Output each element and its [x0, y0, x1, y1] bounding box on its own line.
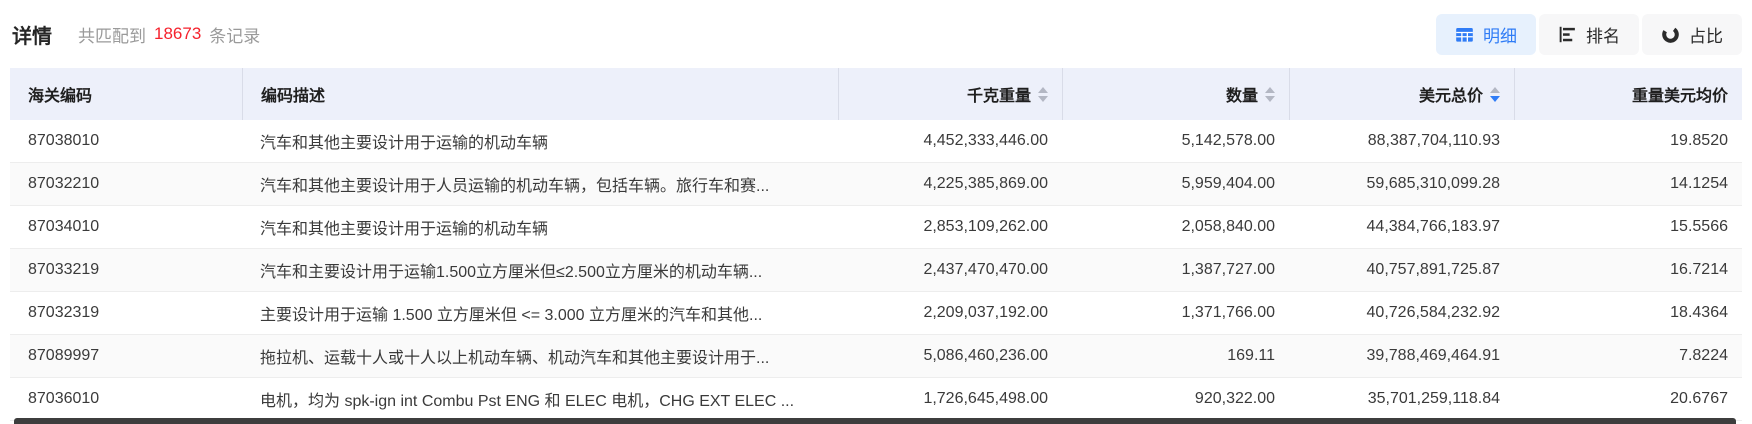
column-header-label: 编码描述 [261, 88, 326, 105]
tab-detail-button[interactable]: 明细 [1436, 13, 1536, 55]
cell-usd-total: 44,384,766,183.97 [1289, 206, 1514, 249]
column-header-label: 千克重量 [966, 88, 1031, 105]
cell-quantity: 5,142,578.00 [1062, 120, 1289, 163]
cell-hs-code: 87034010 [10, 206, 242, 249]
table-row[interactable]: 87032210 汽车和其他主要设计用于人员运输的机动车辆，包括车辆。旅行车和赛.… [10, 163, 1742, 206]
cell-quantity: 1,371,766.00 [1062, 292, 1289, 335]
cell-usd-per-kg: 19.8520 [1514, 120, 1742, 163]
cell-description: 主要设计用于运输 1.500 立方厘米但 <= 3.000 立方厘米的汽车和其他… [242, 292, 838, 335]
view-switch: 明细 排名 占比 [1436, 13, 1742, 55]
cell-usd-per-kg: 15.5566 [1514, 206, 1742, 249]
cell-kg-weight: 4,452,333,446.00 [838, 120, 1062, 163]
cell-hs-code: 87032210 [10, 163, 242, 206]
table-row[interactable]: 87032319 主要设计用于运输 1.500 立方厘米但 <= 3.000 立方… [10, 292, 1742, 335]
sort-desc-icon [1038, 95, 1048, 102]
sort-control[interactable] [1038, 86, 1048, 102]
cell-usd-total: 39,788,469,464.91 [1289, 335, 1514, 378]
cell-hs-code: 87033219 [10, 249, 242, 292]
page-title: 详情 [12, 25, 52, 48]
sort-desc-icon [1265, 95, 1275, 102]
column-header-1: 编码描述 [242, 68, 838, 120]
cell-hs-code: 87089997 [10, 335, 242, 378]
tab-proportion-button[interactable]: 占比 [1642, 13, 1742, 55]
cell-quantity: 2,058,840.00 [1062, 206, 1289, 249]
cell-usd-per-kg: 20.6767 [1514, 378, 1742, 421]
sort-control[interactable] [1490, 86, 1500, 102]
cell-description: 汽车和其他主要设计用于运输的机动车辆 [242, 120, 838, 163]
column-header-2[interactable]: 千克重量 [838, 68, 1062, 120]
cell-usd-total: 88,387,704,110.93 [1289, 120, 1514, 163]
column-header-label: 重量美元均价 [1631, 88, 1728, 105]
table-row[interactable]: 87036010 电机，均为 spk-ign int Combu Pst ENG … [10, 378, 1742, 421]
match-suffix-label: 条记录 [209, 26, 261, 46]
cell-kg-weight: 2,209,037,192.00 [838, 292, 1062, 335]
bar-chart-icon [1559, 26, 1575, 42]
cell-usd-per-kg: 18.4364 [1514, 292, 1742, 335]
cell-description: 汽车和主要设计用于运输1.500立方厘米但≤2.500立方厘米的机动车辆... [242, 249, 838, 292]
table-row[interactable]: 87038010 汽车和其他主要设计用于运输的机动车辆 4,452,333,446.… [10, 120, 1742, 163]
cell-quantity: 169.11 [1062, 335, 1289, 378]
table-header-row: 海关编码 编码描述 千克重量 数量 美元总价 重量美元均价 [10, 68, 1742, 120]
sort-control[interactable] [1265, 86, 1275, 102]
cell-quantity: 920,322.00 [1062, 378, 1289, 421]
column-header-label: 数量 [1225, 88, 1258, 105]
column-header-inner: 数量 [1226, 82, 1275, 106]
column-header-5: 重量美元均价 [1514, 68, 1742, 120]
view-button-label: 占比 [1689, 26, 1723, 46]
view-button-label: 排名 [1586, 26, 1620, 46]
cell-kg-weight: 2,437,470,470.00 [838, 249, 1062, 292]
cell-kg-weight: 5,086,460,236.00 [838, 335, 1062, 378]
cell-usd-total: 59,685,310,099.28 [1289, 163, 1514, 206]
column-header-3[interactable]: 数量 [1062, 68, 1289, 120]
sort-desc-icon [1490, 95, 1500, 102]
column-header-inner: 编码描述 [261, 82, 325, 106]
cell-description: 汽车和其他主要设计用于运输的机动车辆 [242, 206, 838, 249]
toolbar: 详情 共匹配到 18673 条记录 明细 排名 占比 [0, 0, 1752, 62]
cell-usd-total: 35,701,259,118.84 [1289, 378, 1514, 421]
table-row[interactable]: 87034010 汽车和其他主要设计用于运输的机动车辆 2,853,109,262.… [10, 206, 1742, 249]
table-row[interactable]: 87033219 汽车和主要设计用于运输1.500立方厘米但≤2.500立方厘米的… [10, 249, 1742, 292]
cell-kg-weight: 1,726,645,498.00 [838, 378, 1062, 421]
view-button-label: 明细 [1483, 26, 1517, 46]
sort-asc-icon [1490, 86, 1500, 93]
column-header-inner: 千克重量 [967, 82, 1048, 106]
cell-usd-total: 40,757,891,725.87 [1289, 249, 1514, 292]
cell-description: 电机，均为 spk-ign int Combu Pst ENG 和 ELEC 电… [242, 378, 838, 421]
donut-chart-icon [1662, 25, 1679, 43]
results-table-container: 海关编码 编码描述 千克重量 数量 美元总价 重量美元均价 87038010 汽车和其他主要… [10, 68, 1742, 421]
cell-usd-per-kg: 7.8224 [1514, 335, 1742, 378]
column-header-4[interactable]: 美元总价 [1289, 68, 1514, 120]
cell-kg-weight: 2,853,109,262.00 [838, 206, 1062, 249]
results-table: 海关编码 编码描述 千克重量 数量 美元总价 重量美元均价 87038010 汽车和其他主要… [10, 68, 1742, 421]
column-header-0: 海关编码 [10, 68, 242, 120]
column-header-label: 美元总价 [1418, 88, 1483, 105]
tab-ranking-button[interactable]: 排名 [1539, 13, 1639, 55]
table-icon [1456, 27, 1473, 42]
horizontal-scrollbar-thumb[interactable] [14, 418, 1736, 424]
cell-kg-weight: 4,225,385,869.00 [838, 163, 1062, 206]
cell-description: 拖拉机、运载十人或十人以上机动车辆、机动汽车和其他主要设计用于... [242, 335, 838, 378]
cell-quantity: 1,387,727.00 [1062, 249, 1289, 292]
cell-usd-per-kg: 16.7214 [1514, 249, 1742, 292]
cell-hs-code: 87032319 [10, 292, 242, 335]
match-prefix-label: 共匹配到 [78, 26, 146, 46]
column-header-inner: 重量美元均价 [1632, 82, 1728, 106]
column-header-inner: 海关编码 [28, 82, 92, 106]
cell-usd-total: 40,726,584,232.92 [1289, 292, 1514, 335]
sort-asc-icon [1038, 86, 1048, 93]
column-header-label: 海关编码 [28, 88, 93, 105]
cell-hs-code: 87038010 [10, 120, 242, 163]
match-summary: 共匹配到 18673 条记录 [78, 22, 260, 47]
column-header-inner: 美元总价 [1419, 82, 1500, 106]
sort-asc-icon [1265, 86, 1275, 93]
cell-usd-per-kg: 14.1254 [1514, 163, 1742, 206]
match-count: 18673 [154, 24, 202, 43]
table-row[interactable]: 87089997 拖拉机、运载十人或十人以上机动车辆、机动汽车和其他主要设计用于.… [10, 335, 1742, 378]
cell-hs-code: 87036010 [10, 378, 242, 421]
cell-quantity: 5,959,404.00 [1062, 163, 1289, 206]
cell-description: 汽车和其他主要设计用于人员运输的机动车辆，包括车辆。旅行车和赛... [242, 163, 838, 206]
